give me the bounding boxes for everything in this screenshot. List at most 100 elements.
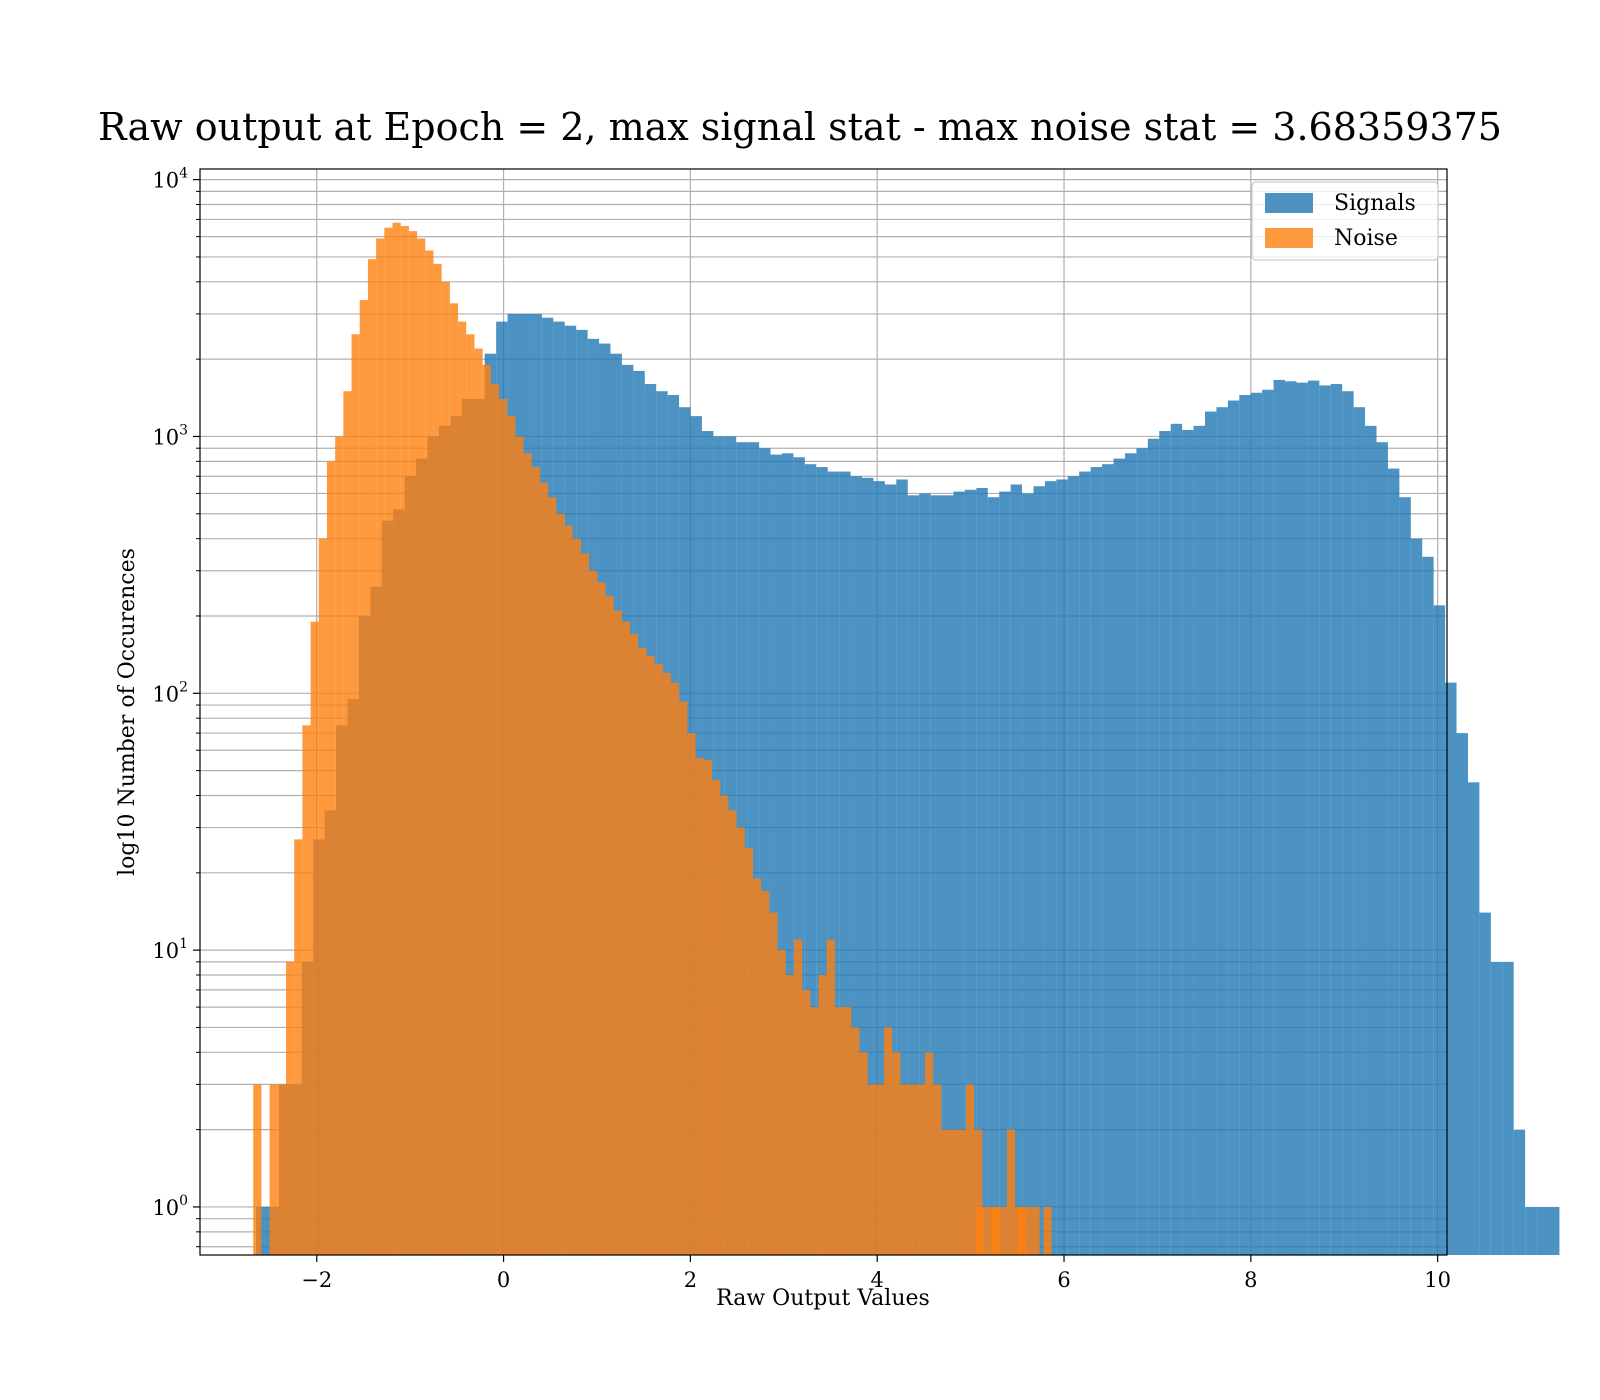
- x-tick-label: 6: [1057, 1268, 1070, 1292]
- noise-bar: [975, 1206, 984, 1255]
- x-tick-label: 8: [1244, 1268, 1257, 1292]
- signals-bar: [976, 487, 988, 1255]
- signals-bar: [919, 493, 931, 1255]
- noise-bar: [539, 482, 549, 1255]
- signals-bar: [256, 1206, 268, 1255]
- signals-bar: [1250, 392, 1263, 1255]
- legend-swatch-noise: [1265, 228, 1313, 248]
- signals-bar: [1490, 961, 1503, 1255]
- signals-bar: [1113, 458, 1125, 1256]
- noise-bar: [679, 701, 688, 1255]
- signals-bar: [1147, 438, 1160, 1255]
- noise-bar: [1023, 1206, 1032, 1255]
- noise-bar: [507, 416, 516, 1255]
- noise-bar: [859, 1052, 868, 1255]
- x-axis-ticks: −2 0 2 4 6 8 10: [301, 1255, 1451, 1292]
- noise-bar: [490, 384, 499, 1255]
- signals-bar: [1502, 961, 1514, 1255]
- noise-bar: [941, 1129, 950, 1255]
- noise-bar: [630, 634, 639, 1255]
- noise-bar: [343, 391, 352, 1255]
- signals-bar: [1376, 442, 1388, 1256]
- noise-bar: [818, 975, 827, 1255]
- noise-bar: [810, 1007, 819, 1255]
- noise-bar: [466, 334, 475, 1255]
- noise-bar: [433, 263, 442, 1255]
- noise-bar: [965, 1084, 975, 1255]
- signals-bar: [1456, 733, 1468, 1255]
- x-tick-label: −2: [301, 1268, 332, 1292]
- legend-label-signals: Signals: [1334, 191, 1416, 216]
- signals-bar: [1387, 468, 1400, 1255]
- signals-bar: [1102, 464, 1114, 1255]
- y-tick-label: 103: [152, 422, 188, 449]
- signals-bar: [1273, 379, 1286, 1256]
- signals-bar: [1033, 486, 1045, 1255]
- y-tick-label: 102: [152, 679, 188, 706]
- noise-bar: [711, 779, 721, 1255]
- noise-bar: [474, 348, 483, 1255]
- signals-bar: [804, 464, 817, 1255]
- noise-bar: [802, 989, 811, 1255]
- signals-bar: [953, 491, 965, 1256]
- noise-bar: [408, 231, 418, 1255]
- signals-bar: [1227, 400, 1240, 1256]
- noise-bar: [744, 847, 753, 1255]
- noise-bar: [384, 227, 393, 1256]
- y-tick-label: 104: [152, 166, 188, 193]
- y-tick-label: 100: [152, 1193, 188, 1220]
- signals-bar: [1296, 382, 1308, 1255]
- signals-bar: [1399, 497, 1411, 1255]
- signals-bar: [1525, 1206, 1537, 1255]
- signals-bar: [793, 457, 805, 1255]
- noise-bar: [933, 1084, 942, 1255]
- noise-bar: [359, 299, 368, 1255]
- signals-bar: [884, 484, 897, 1255]
- noise-bar: [916, 1084, 925, 1255]
- noise-bar: [1031, 1206, 1040, 1255]
- signals-bar: [964, 489, 977, 1255]
- signals-bar: [999, 491, 1011, 1256]
- signals-bar: [770, 454, 782, 1255]
- noise-bar: [531, 467, 540, 1256]
- noise-bar: [720, 795, 729, 1255]
- noise-bar: [1043, 1206, 1052, 1255]
- noise-bar: [367, 259, 377, 1256]
- signals-bar: [907, 495, 920, 1255]
- signals-bar: [1547, 1206, 1560, 1255]
- noise-bar: [286, 961, 295, 1255]
- noise-bar: [294, 839, 303, 1255]
- signals-bar: [1330, 384, 1343, 1255]
- signals-bar: [1090, 467, 1103, 1256]
- noise-bar: [572, 538, 581, 1255]
- signals-bar: [816, 467, 828, 1256]
- x-tick-label: 10: [1424, 1268, 1451, 1292]
- signals-bar: [1170, 423, 1183, 1255]
- noise-bar: [548, 497, 557, 1255]
- signals-bar: [1124, 453, 1137, 1255]
- noise-bar: [843, 1007, 852, 1255]
- noise-bar: [769, 912, 778, 1255]
- x-tick-label: 0: [497, 1268, 510, 1292]
- signals-bar: [747, 442, 760, 1256]
- signals-bar: [1204, 411, 1217, 1255]
- noise-bar: [867, 1084, 876, 1255]
- noise-bar: [638, 648, 647, 1255]
- noise-bar: [752, 878, 762, 1255]
- noise-bar: [302, 725, 311, 1255]
- noise-bar: [949, 1129, 958, 1255]
- noise-bar: [449, 303, 459, 1255]
- noise-bar: [851, 1027, 860, 1255]
- signals-bar: [1056, 479, 1068, 1255]
- plot-area-frame: [199, 168, 1448, 1256]
- chart-title: Raw output at Epoch = 2, max signal stat…: [98, 105, 1502, 149]
- signals-bar: [1239, 395, 1251, 1255]
- signals-bar: [896, 479, 908, 1255]
- noise-bar: [654, 664, 663, 1255]
- signals-bar: [1262, 389, 1274, 1255]
- noise-bar: [785, 975, 794, 1255]
- noise-bar: [695, 757, 704, 1255]
- noise-bar: [991, 1206, 1000, 1255]
- noise-bar: [556, 513, 565, 1255]
